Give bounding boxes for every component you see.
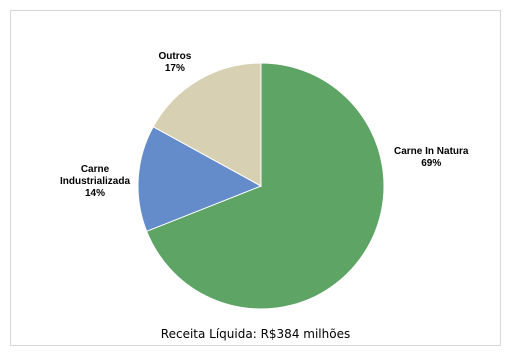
slice-label-carne-in-natura: Carne In Natura 69% bbox=[394, 146, 468, 170]
pie-slice-outros bbox=[152, 62, 262, 187]
slice-percent: 17% bbox=[164, 63, 185, 74]
slice-label-outros: Outros 17% bbox=[159, 51, 192, 75]
pie-slice-carne-in-natura bbox=[145, 62, 385, 310]
slice-percent: 14% bbox=[85, 188, 106, 199]
slice-percent: 69% bbox=[421, 158, 442, 169]
chart-caption: Receita Líquida: R$384 milhões bbox=[160, 327, 351, 341]
slice-label-carne-industrializada: Carne Industrializada 14% bbox=[60, 164, 130, 200]
slice-name: Outros bbox=[158, 51, 192, 62]
pie-slice-carne-industrializada bbox=[137, 126, 263, 232]
slice-name-line-2: Industrializada bbox=[60, 176, 131, 187]
slice-name-line-1: Carne bbox=[80, 164, 110, 175]
slice-name: Carne In Natura bbox=[394, 146, 469, 157]
